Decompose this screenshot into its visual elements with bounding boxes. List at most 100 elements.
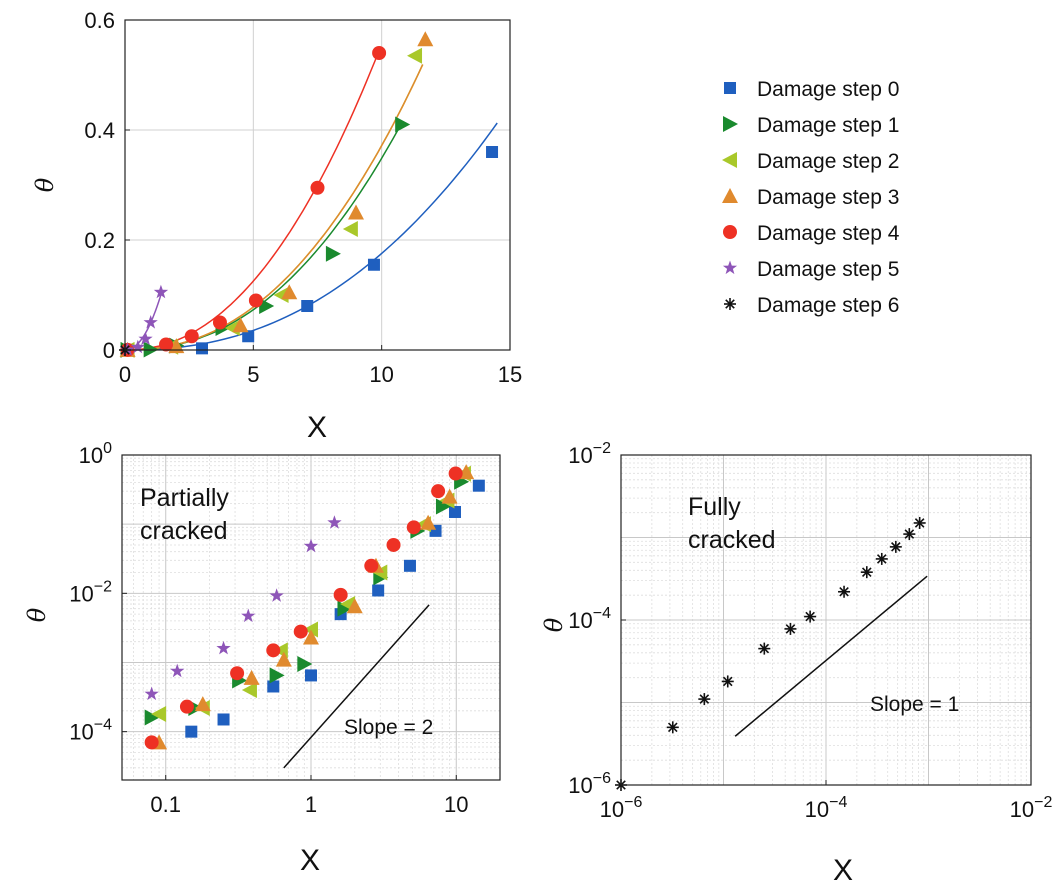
data-point	[130, 339, 145, 354]
data-point	[266, 643, 281, 658]
fit-curve	[125, 64, 424, 351]
data-point	[216, 640, 231, 655]
legend-item: Damage step 4	[723, 222, 900, 245]
y-tick-label: 100	[79, 440, 112, 468]
data-point	[860, 566, 873, 579]
slope-label-1: Slope = 1	[870, 693, 959, 716]
x-tick-label: 15	[498, 362, 522, 387]
data-point	[217, 713, 230, 726]
fit-curve	[125, 64, 424, 351]
x-tick-label: 5	[247, 362, 259, 387]
data-point	[232, 317, 249, 333]
panel-bottom-left: 0.1 1 10 100 10−2 10−4 Partially cracked Slope…	[23, 440, 501, 877]
data-point	[303, 538, 319, 553]
legend-label: Damage step 1	[757, 114, 899, 137]
x-tick-label: 10−4	[805, 794, 848, 822]
data-point	[151, 706, 167, 723]
data-point	[435, 498, 451, 515]
data-point	[281, 284, 298, 300]
data-point	[297, 656, 313, 673]
data-point	[348, 204, 364, 220]
x-axis-label-bottom-left: X	[300, 844, 320, 877]
data-point	[395, 116, 411, 133]
y-tick-label: 10−2	[568, 440, 611, 468]
annotation-fully-cracked: Fully cracked	[688, 493, 776, 554]
y-tick-label: 0.2	[84, 228, 115, 253]
data-point	[269, 667, 285, 684]
y-tick-label: 10−2	[69, 578, 112, 606]
data-point	[913, 516, 926, 529]
x-tick-label: 0	[119, 362, 131, 387]
legend-marker	[724, 298, 736, 310]
data-point	[241, 682, 257, 699]
legend: Damage step 0 Damage step 1 Damage step 2 D…	[722, 78, 900, 317]
data-point	[170, 663, 185, 678]
data-point	[364, 558, 379, 573]
data-point	[327, 515, 342, 529]
legend-marker	[723, 225, 737, 239]
data-point	[301, 300, 314, 312]
data-point	[784, 622, 797, 635]
y-tick-label: 10−4	[69, 717, 112, 745]
data-point	[267, 680, 280, 693]
data-point	[310, 180, 325, 195]
data-point	[346, 598, 363, 614]
data-point	[804, 610, 817, 623]
y-tick-label: 0.6	[84, 8, 115, 33]
legend-marker	[724, 82, 736, 94]
data-point	[305, 669, 317, 682]
legend-item: Damage step 0	[724, 78, 899, 101]
legend-item: Damage step 3	[722, 186, 899, 209]
data-point	[241, 608, 256, 623]
data-point	[143, 315, 158, 329]
data-point	[721, 675, 734, 688]
legend-label: Damage step 6	[757, 294, 899, 317]
x-axis-label-top: X	[307, 411, 327, 444]
data-point	[144, 735, 159, 750]
y-axis-label-bottom-right: θ	[540, 617, 568, 632]
legend-label: Damage step 3	[757, 186, 899, 209]
data-point	[275, 651, 292, 667]
data-point	[372, 46, 387, 60]
data-point	[448, 466, 463, 481]
x-tick-label: 10	[444, 792, 468, 817]
data-point	[372, 584, 385, 597]
x-tick-label: 10−6	[600, 794, 643, 822]
y-axis-label-top: θ	[31, 177, 59, 192]
legend-item: Damage step 5	[722, 258, 899, 281]
legend-label: Damage step 5	[757, 258, 899, 281]
data-point	[144, 686, 159, 701]
data-point	[666, 721, 679, 734]
x-tick-label: 10−2	[1010, 794, 1053, 822]
data-point	[407, 47, 423, 64]
x-tick-label: 0.1	[150, 792, 181, 817]
legend-label: Damage step 2	[757, 150, 899, 173]
data-point	[838, 585, 851, 598]
data-point	[417, 31, 434, 47]
data-point	[441, 488, 458, 504]
data-point	[269, 588, 284, 602]
legend-item: Damage step 2	[722, 150, 899, 173]
data-point	[159, 337, 174, 352]
legend-marker	[722, 152, 737, 168]
fit-curve	[125, 121, 403, 351]
panel-top: 0 5 10 15 0 0.2 0.4 0.6 X θ	[31, 8, 522, 444]
tick-labels-top: 0 5 10 15 0 0.2 0.4 0.6	[84, 8, 522, 387]
y-tick-label: 0	[103, 338, 115, 363]
data-point	[472, 479, 485, 492]
data-point	[406, 520, 421, 535]
data-point	[184, 329, 199, 344]
data-point	[420, 514, 437, 530]
data-point	[144, 709, 160, 726]
data-point	[138, 331, 153, 346]
data-point	[875, 552, 888, 565]
tick-labels-bottom-right: 10−6 10−4 10−2 10−2 10−4 10−6	[568, 440, 1052, 822]
y-tick-label: 0.4	[84, 118, 115, 143]
y-tick-label: 10−4	[568, 605, 611, 633]
data-point	[303, 629, 319, 645]
tick-labels-bottom-left: 0.1 1 10 100 10−2 10−4	[69, 440, 468, 817]
legend-item: Damage step 6	[724, 294, 899, 317]
slope-line-1	[734, 575, 928, 737]
data-point	[486, 146, 499, 158]
data-point	[293, 624, 308, 639]
